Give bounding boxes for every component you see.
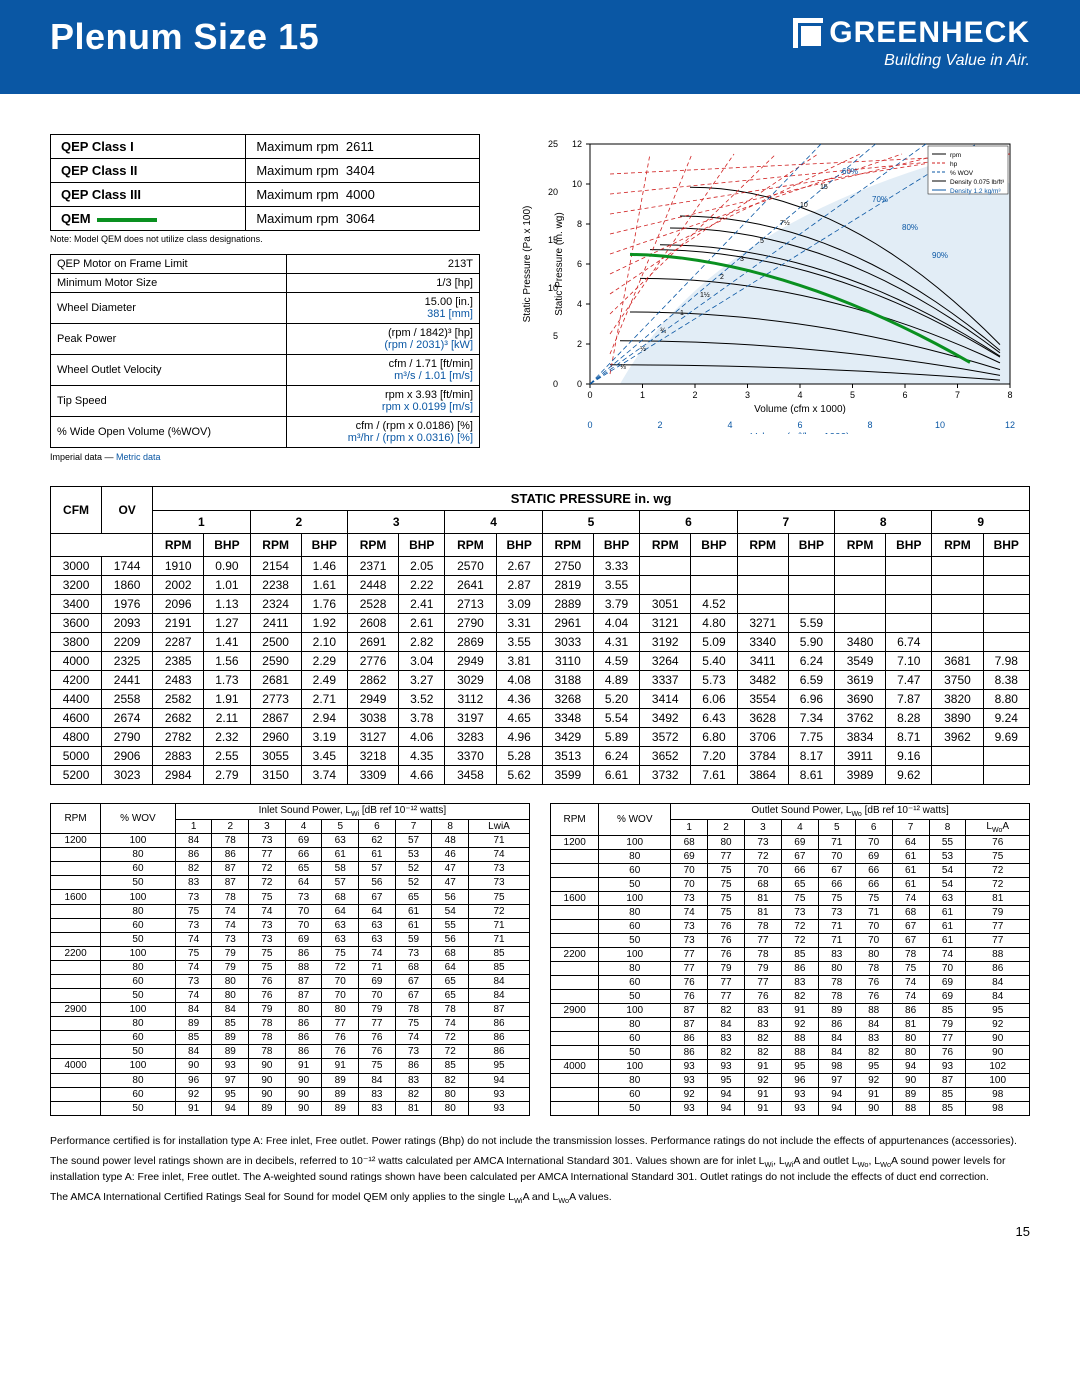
svg-text:0: 0 bbox=[587, 420, 592, 430]
top-row: QEP Class IMaximum rpm 2611QEP Class IIM… bbox=[50, 134, 1030, 462]
page-title: Plenum Size 15 bbox=[50, 16, 319, 58]
svg-text:Static Pressure (in. wg): Static Pressure (in. wg) bbox=[554, 212, 565, 315]
svg-text:7: 7 bbox=[955, 390, 960, 400]
footnotes: Performance certified is for installatio… bbox=[50, 1134, 1030, 1206]
brand-icon bbox=[793, 18, 823, 48]
svg-text:5: 5 bbox=[850, 390, 855, 400]
legend-note: Imperial data — Metric data bbox=[50, 452, 480, 462]
svg-text:% WOV: % WOV bbox=[950, 170, 974, 177]
svg-text:5: 5 bbox=[760, 238, 764, 245]
svg-text:hp: hp bbox=[950, 161, 958, 168]
svg-text:rpm: rpm bbox=[950, 152, 961, 159]
svg-text:0: 0 bbox=[553, 379, 558, 389]
svg-text:Volume (cfm x 1000): Volume (cfm x 1000) bbox=[754, 404, 846, 415]
svg-text:15: 15 bbox=[820, 184, 828, 191]
static-pressure-table: CFMOVSTATIC PRESSURE in. wg123456789 RPM… bbox=[50, 486, 1030, 785]
svg-text:6: 6 bbox=[577, 259, 582, 269]
svg-text:2: 2 bbox=[720, 274, 724, 281]
page-header: Plenum Size 15 GREENHECK Building Value … bbox=[0, 0, 1080, 94]
svg-text:80%: 80% bbox=[902, 223, 918, 232]
spec-table: QEP Motor on Frame Limit213TMinimum Moto… bbox=[50, 254, 480, 448]
svg-text:1: 1 bbox=[640, 390, 645, 400]
svg-text:½: ½ bbox=[640, 345, 646, 353]
svg-text:Volume (m³/hr x 1000): Volume (m³/hr x 1000) bbox=[751, 432, 850, 434]
svg-text:6: 6 bbox=[902, 390, 907, 400]
svg-text:10: 10 bbox=[935, 420, 945, 430]
svg-text:8: 8 bbox=[867, 420, 872, 430]
svg-text:20: 20 bbox=[548, 187, 558, 197]
svg-text:8: 8 bbox=[577, 219, 582, 229]
class-table: QEP Class IMaximum rpm 2611QEP Class IIM… bbox=[50, 134, 480, 231]
svg-text:10: 10 bbox=[800, 202, 808, 209]
svg-text:Density 0.075 lb/ft³: Density 0.075 lb/ft³ bbox=[950, 179, 1005, 186]
brand-block: GREENHECK Building Value in Air. bbox=[793, 16, 1030, 70]
svg-text:Static Pressure (Pa x 100): Static Pressure (Pa x 100) bbox=[522, 206, 533, 323]
svg-text:4: 4 bbox=[727, 420, 732, 430]
outlet-sound-table: RPM% WOVOutlet Sound Power, LWo [dB ref … bbox=[550, 803, 1030, 1116]
svg-text:10: 10 bbox=[572, 179, 582, 189]
svg-text:2: 2 bbox=[577, 339, 582, 349]
page-number: 15 bbox=[50, 1224, 1030, 1239]
svg-text:1: 1 bbox=[680, 310, 684, 317]
svg-text:25: 25 bbox=[548, 139, 558, 149]
svg-text:3: 3 bbox=[740, 256, 744, 263]
svg-text:70%: 70% bbox=[872, 195, 888, 204]
svg-text:5: 5 bbox=[553, 331, 558, 341]
svg-text:90%: 90% bbox=[932, 251, 948, 260]
brand-tagline: Building Value in Air. bbox=[793, 52, 1030, 70]
class-note: Note: Model QEM does not utilize class d… bbox=[50, 234, 480, 244]
brand-name: GREENHECK bbox=[829, 16, 1030, 50]
svg-text:2: 2 bbox=[657, 420, 662, 430]
inlet-sound-table: RPM% WOVInlet Sound Power, LWi [dB ref 1… bbox=[50, 803, 530, 1116]
svg-text:7½: 7½ bbox=[780, 219, 790, 227]
svg-text:60%: 60% bbox=[842, 167, 858, 176]
svg-text:3: 3 bbox=[745, 390, 750, 400]
svg-text:0: 0 bbox=[587, 390, 592, 400]
page-content: QEP Class IMaximum rpm 2611QEP Class IIM… bbox=[0, 94, 1080, 1259]
svg-text:Density 1.2 kg/m³: Density 1.2 kg/m³ bbox=[950, 188, 1001, 195]
svg-text:0: 0 bbox=[577, 379, 582, 389]
svg-text:¾: ¾ bbox=[660, 328, 666, 335]
sound-tables-row: RPM% WOVInlet Sound Power, LWi [dB ref 1… bbox=[50, 803, 1030, 1116]
left-column: QEP Class IMaximum rpm 2611QEP Class IIM… bbox=[50, 134, 480, 462]
chart-svg: 0246810120510152025012345678Volume (cfm … bbox=[510, 134, 1030, 434]
svg-text:12: 12 bbox=[572, 139, 582, 149]
svg-text:⅓: ⅓ bbox=[620, 364, 626, 371]
svg-text:4: 4 bbox=[577, 299, 582, 309]
brand-logo: GREENHECK bbox=[793, 16, 1030, 50]
svg-text:12: 12 bbox=[1005, 420, 1015, 430]
svg-text:2: 2 bbox=[692, 390, 697, 400]
svg-text:1½: 1½ bbox=[700, 291, 710, 299]
svg-text:4: 4 bbox=[797, 390, 802, 400]
fan-curve-chart: 0246810120510152025012345678Volume (cfm … bbox=[510, 134, 1030, 434]
svg-text:6: 6 bbox=[797, 420, 802, 430]
svg-text:8: 8 bbox=[1007, 390, 1012, 400]
